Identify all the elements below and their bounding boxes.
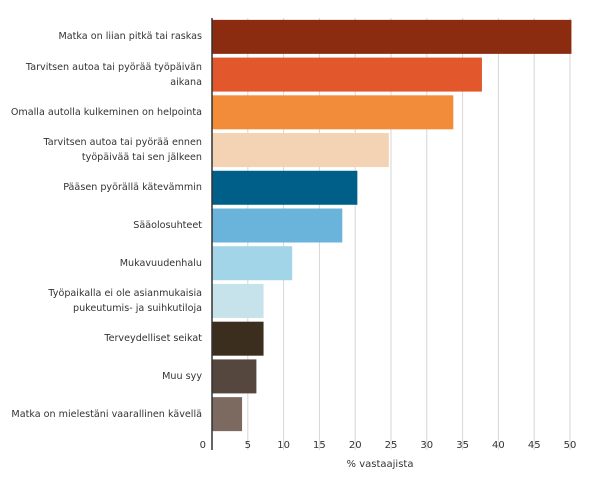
x-tick-label: 45	[528, 440, 541, 451]
x-tick-label: 50	[564, 440, 577, 451]
x-tick-label: 10	[277, 440, 290, 451]
bar	[212, 321, 264, 356]
x-tick-label: 35	[456, 440, 469, 451]
x-tick-label: 25	[385, 440, 398, 451]
category-label: Matka on mielestäni vaarallinen kävellä	[11, 408, 202, 420]
bar	[212, 57, 482, 92]
category-label: Omalla autolla kulkeminen on helpointa	[10, 106, 202, 118]
bar	[212, 359, 257, 394]
category-label: Matka on liian pitkä tai raskas	[58, 31, 202, 43]
bar	[212, 170, 358, 205]
x-tick-label: 40	[492, 440, 505, 451]
bar	[212, 246, 293, 281]
x-tick-label: 0	[200, 440, 206, 451]
category-label: Työpaikalla ei ole asianmukaisia pukeutu…	[48, 287, 202, 314]
x-tick-label: 15	[313, 440, 326, 451]
bar	[212, 208, 343, 243]
category-label: Tarvitsen autoa tai pyörää työpäivän aik…	[25, 61, 202, 88]
category-label: Muu syy	[162, 370, 202, 382]
category-label: Mukavuudenhalu	[119, 257, 202, 269]
category-label: Tarvitsen autoa tai pyörää ennen työpäiv…	[43, 137, 202, 164]
bar	[212, 133, 389, 168]
bar	[212, 283, 264, 318]
x-tick-label: 30	[420, 440, 433, 451]
bar	[212, 95, 454, 130]
category-label: Pääsen pyörällä kätevämmin	[63, 182, 202, 194]
x-axis-title: % vastaajista	[346, 459, 414, 470]
category-label: Sääolosuhteet	[133, 220, 202, 231]
x-tick-label: 5	[245, 440, 251, 451]
category-label: Terveydelliset seikat	[104, 333, 202, 345]
x-tick-label: 20	[349, 440, 362, 451]
bar	[212, 397, 243, 432]
bar	[212, 19, 572, 54]
